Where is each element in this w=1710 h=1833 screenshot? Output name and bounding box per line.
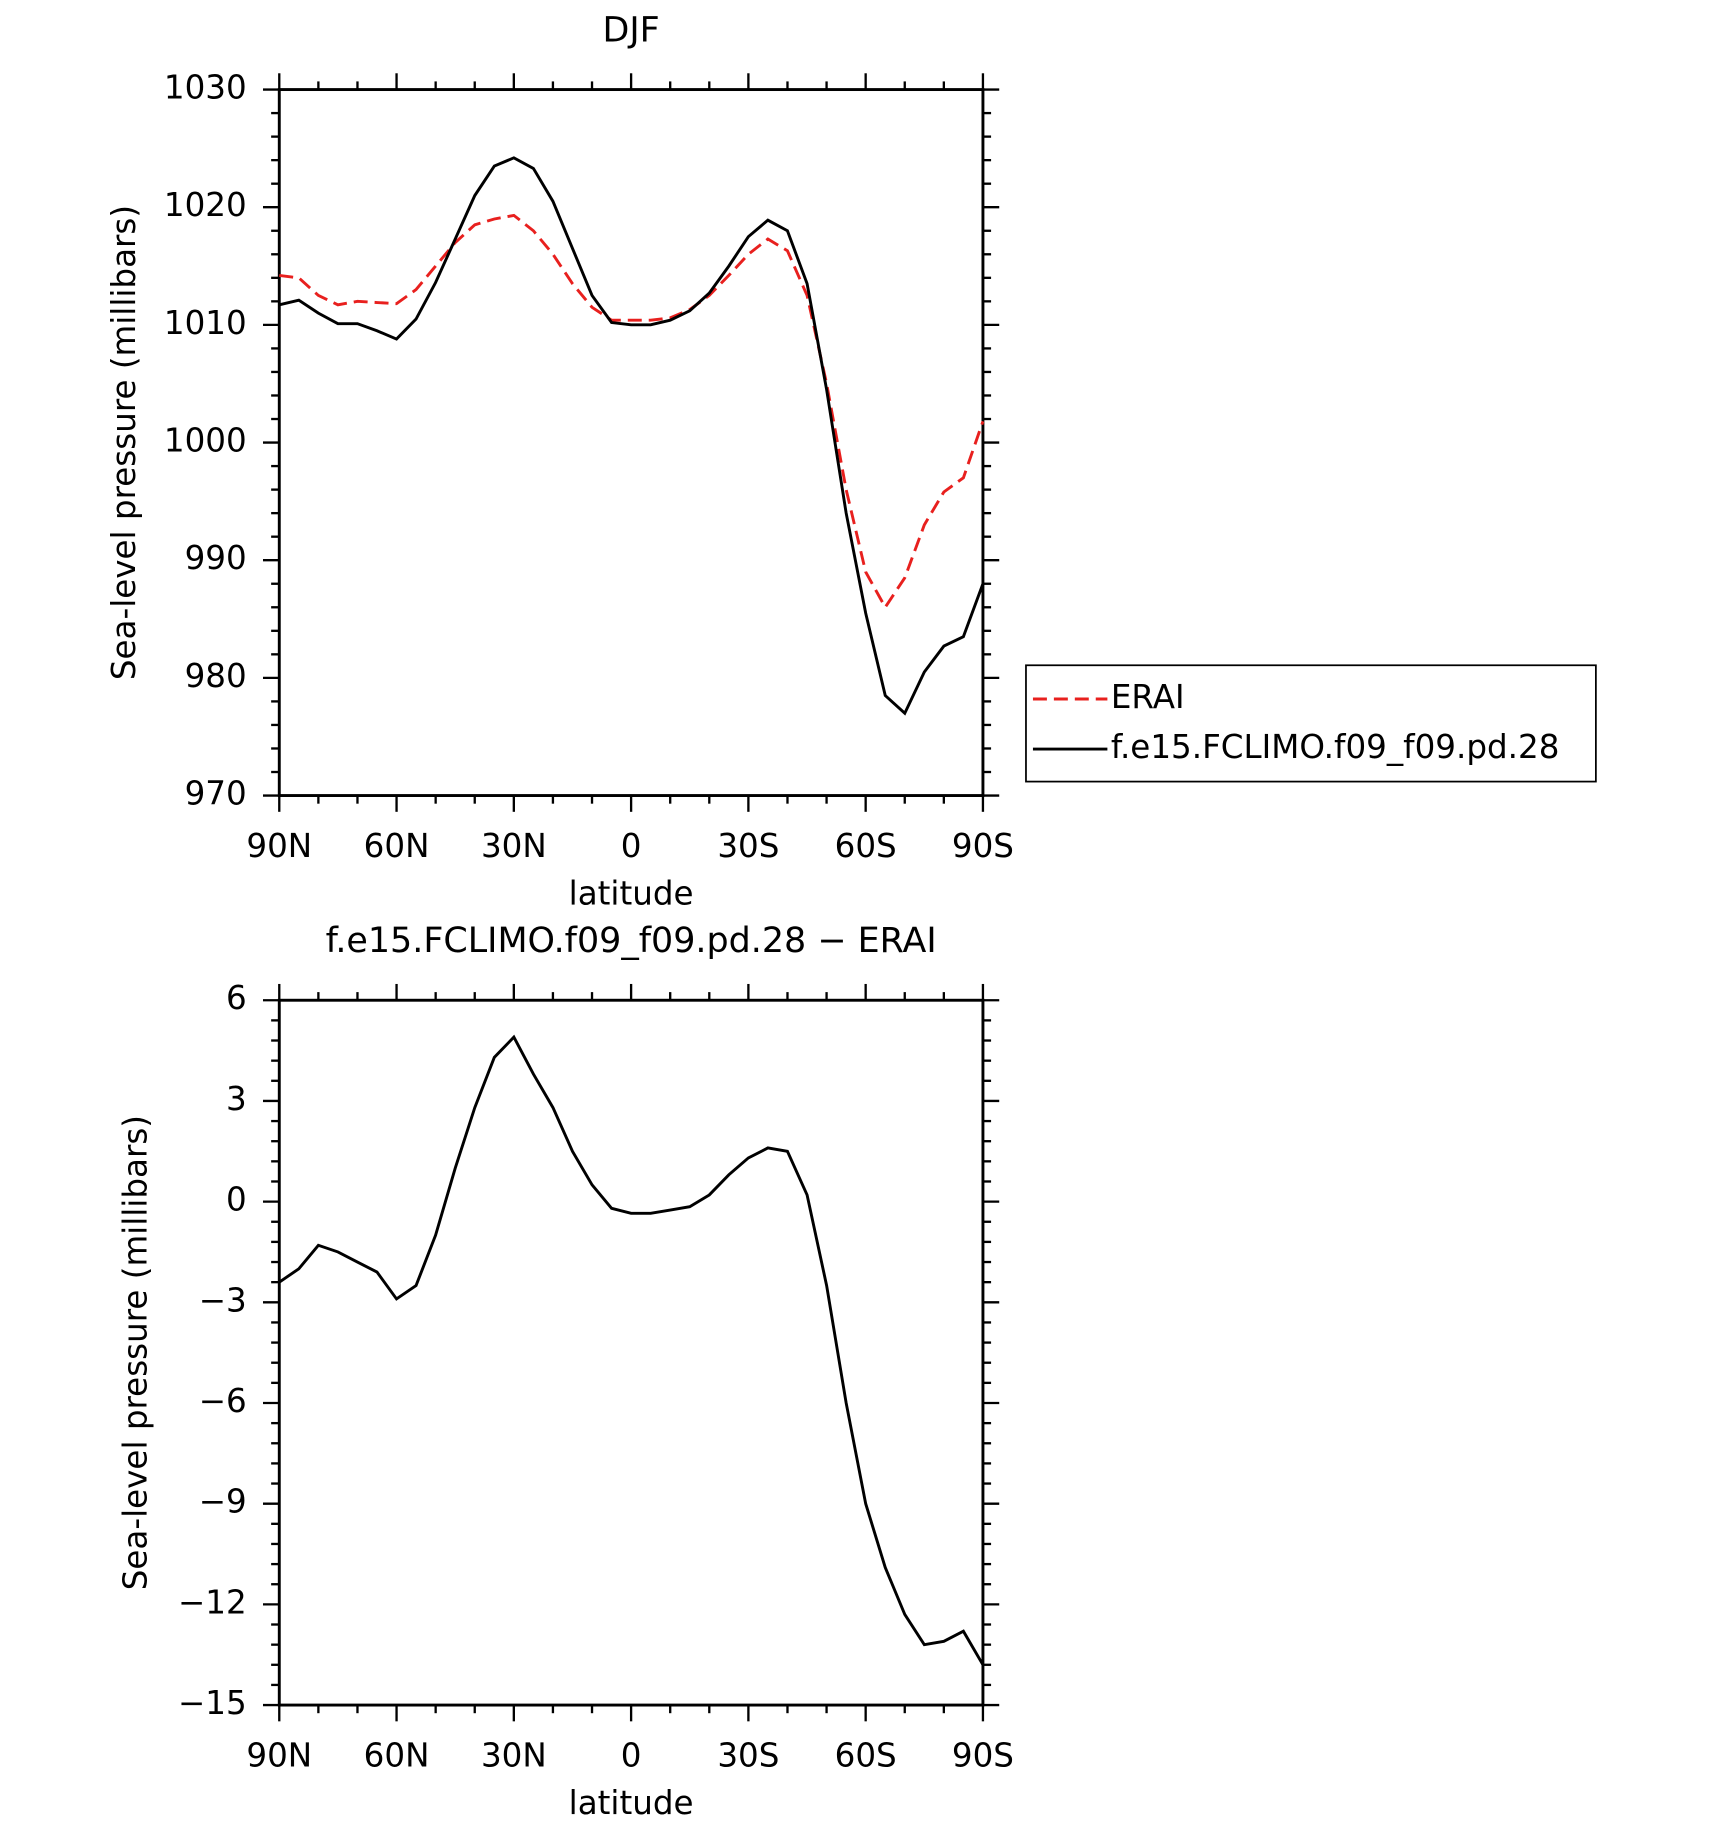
y-tick-label: 980 [185,657,247,695]
x-axis-label: latitude [569,875,694,913]
x-tick-label: 30S [717,1736,779,1774]
y-tick-label: −3 [199,1281,247,1319]
x-tick-label: 30N [481,827,547,865]
x-tick-label: 60N [364,827,430,865]
y-tick-label: 990 [185,539,247,577]
x-tick-label: 30N [481,1736,547,1774]
data-line [278,1034,985,1666]
legend-label: ERAI [1111,678,1185,716]
x-tick-label: 90N [246,827,312,865]
x-tick-label: 60N [364,1736,430,1774]
y-tick-label: 6 [226,979,247,1017]
x-tick-label: 90S [952,827,1014,865]
y-tick-label: −15 [178,1684,247,1722]
x-axis-label: latitude [569,1784,694,1822]
y-tick-label: 970 [185,775,247,813]
x-tick-label: 60S [835,827,897,865]
x-tick-label: 0 [621,1736,642,1774]
x-tick-label: 90N [246,1736,312,1774]
y-tick-label: −9 [199,1483,247,1521]
y-axis-label: Sea-level pressure (millibars) [105,205,143,680]
data-line [279,213,985,611]
x-tick-label: 90S [952,1736,1014,1774]
y-tick-label: −12 [178,1583,247,1621]
x-tick-label: 0 [621,827,642,865]
chart-title: DJF [603,10,660,50]
y-tick-label: −6 [199,1382,247,1420]
y-tick-label: 1030 [164,69,247,107]
legend-box [1025,664,1597,783]
y-tick-label: 1020 [164,186,247,224]
y-tick-label: 1010 [164,304,247,342]
legend-label: f.e15.FCLIMO.f09_f09.pd.28 [1111,728,1560,766]
x-tick-label: 60S [835,1736,897,1774]
plot-frame [277,88,985,797]
x-tick-label: 30S [717,827,779,865]
y-axis-label: Sea-level pressure (millibars) [116,1115,154,1590]
plot-frame [277,998,985,1707]
chart-title: f.e15.FCLIMO.f09_f09.pd.28 − ERAI [326,921,937,961]
y-tick-label: 3 [226,1080,247,1118]
data-line [278,156,985,716]
y-tick-label: 1000 [164,422,247,460]
y-tick-label: 0 [226,1181,247,1219]
